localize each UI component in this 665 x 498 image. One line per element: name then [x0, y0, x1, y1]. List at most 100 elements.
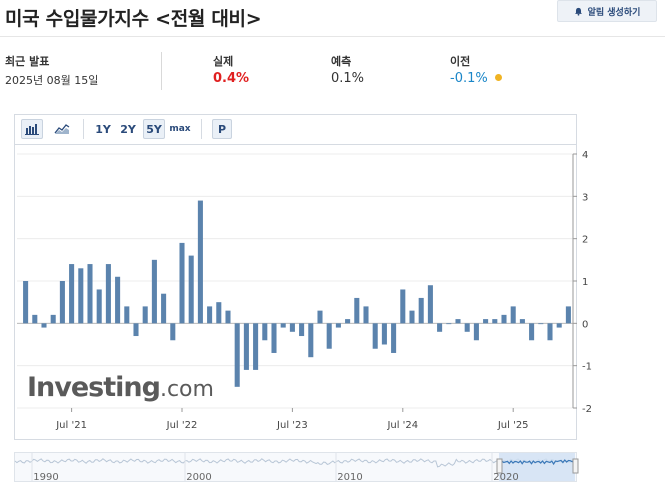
y-tick-label: 4 [582, 150, 588, 161]
latest-release-value: 2025년 08월 15일 [5, 74, 99, 87]
bar[interactable] [280, 323, 286, 328]
previous-value-text: -0.1% [450, 71, 488, 86]
bar[interactable] [510, 306, 516, 324]
previous-dot-icon [494, 74, 502, 81]
bar[interactable] [455, 319, 461, 324]
x-tick-label: Jul '23 [276, 420, 308, 431]
stats-divider [161, 52, 162, 90]
range-2y-button[interactable]: 2Y [120, 122, 136, 136]
line-chart-button[interactable] [51, 119, 73, 139]
actual-value: 0.4% [213, 71, 250, 86]
bar[interactable] [207, 306, 213, 324]
bar[interactable] [289, 323, 295, 332]
bar[interactable] [225, 310, 231, 324]
bar[interactable] [565, 306, 571, 324]
bar[interactable] [59, 281, 65, 324]
bar[interactable] [262, 323, 268, 341]
bar[interactable] [243, 323, 249, 370]
create-alert-button[interactable]: 알림 생성하기 [557, 0, 657, 22]
bar[interactable] [501, 314, 507, 324]
bar[interactable] [161, 293, 167, 324]
bar[interactable] [308, 323, 314, 358]
x-tick-label: Jul '21 [55, 420, 87, 431]
bar[interactable] [179, 242, 185, 324]
bar[interactable] [529, 323, 535, 341]
bar[interactable] [87, 264, 93, 324]
bar[interactable] [23, 281, 29, 324]
bar[interactable] [409, 310, 415, 324]
bar[interactable] [271, 323, 277, 353]
bar[interactable] [437, 323, 443, 332]
bar[interactable] [78, 268, 84, 324]
bar[interactable] [473, 323, 479, 341]
x-tick-label: Jul '24 [386, 420, 418, 431]
bar[interactable] [400, 289, 406, 324]
toolbar-separator-2 [201, 119, 202, 139]
bar[interactable] [216, 302, 222, 324]
bar[interactable] [124, 306, 130, 324]
page-title: 미국 수입물가지수 <전월 대비> [5, 8, 262, 30]
header-divider [0, 36, 665, 37]
chart-area [14, 144, 577, 440]
previous-value: -0.1% [450, 71, 502, 86]
y-tick-label: 3 [582, 192, 588, 203]
bar[interactable] [427, 285, 433, 324]
bar[interactable] [253, 323, 259, 370]
bar[interactable] [299, 323, 305, 337]
latest-release-label: 최근 발표 [5, 55, 50, 68]
range-max-button[interactable]: max [169, 124, 191, 134]
bar[interactable] [326, 323, 332, 349]
previous-label: 이전 [450, 55, 471, 68]
bar[interactable] [345, 319, 351, 324]
bar[interactable] [105, 264, 111, 324]
bar[interactable] [234, 323, 240, 387]
bar[interactable] [151, 259, 157, 324]
bar[interactable] [547, 323, 553, 341]
bar[interactable] [335, 323, 341, 328]
bar[interactable] [32, 314, 38, 324]
range-1y-button[interactable]: 1Y [95, 122, 111, 136]
bar[interactable] [418, 297, 424, 324]
x-tick-label: Jul '25 [497, 420, 529, 431]
y-tick-label: -2 [582, 404, 592, 415]
bar[interactable] [363, 306, 369, 324]
bar[interactable] [354, 297, 360, 324]
area-chart-icon [54, 124, 70, 134]
logo-main: Investing [27, 372, 161, 403]
y-tick-label: 0 [582, 319, 588, 330]
x-tick-label: Jul '22 [166, 420, 198, 431]
bar[interactable] [188, 255, 194, 324]
bar[interactable] [538, 323, 544, 325]
bar[interactable] [197, 200, 203, 324]
forecast-label: 예측 [331, 55, 352, 68]
bar[interactable] [483, 319, 489, 324]
bar[interactable] [170, 323, 176, 341]
bar[interactable] [556, 323, 562, 328]
p-button[interactable]: P [212, 119, 232, 139]
bar[interactable] [41, 323, 47, 328]
actual-label: 실제 [213, 55, 234, 68]
bar[interactable] [492, 319, 498, 324]
logo-suffix: .com [159, 377, 214, 402]
bar-chart-button[interactable] [21, 119, 43, 139]
bar[interactable] [96, 289, 102, 324]
y-tick-label: 1 [582, 277, 588, 288]
bar[interactable] [446, 323, 452, 325]
bar[interactable] [519, 319, 525, 324]
y-tick-label: 2 [582, 235, 588, 246]
bar[interactable] [142, 306, 148, 324]
navigator[interactable] [14, 452, 577, 482]
bar[interactable] [317, 310, 323, 324]
bell-icon [574, 7, 582, 16]
bar[interactable] [115, 276, 121, 324]
bar[interactable] [50, 314, 56, 324]
create-alert-label: 알림 생성하기 [587, 7, 641, 18]
range-5y-button[interactable]: 5Y [143, 119, 165, 139]
bar[interactable] [372, 323, 378, 349]
bar[interactable] [69, 264, 75, 324]
bar[interactable] [133, 323, 139, 337]
bar[interactable] [464, 323, 470, 332]
bar[interactable] [391, 323, 397, 353]
bar[interactable] [381, 323, 387, 345]
